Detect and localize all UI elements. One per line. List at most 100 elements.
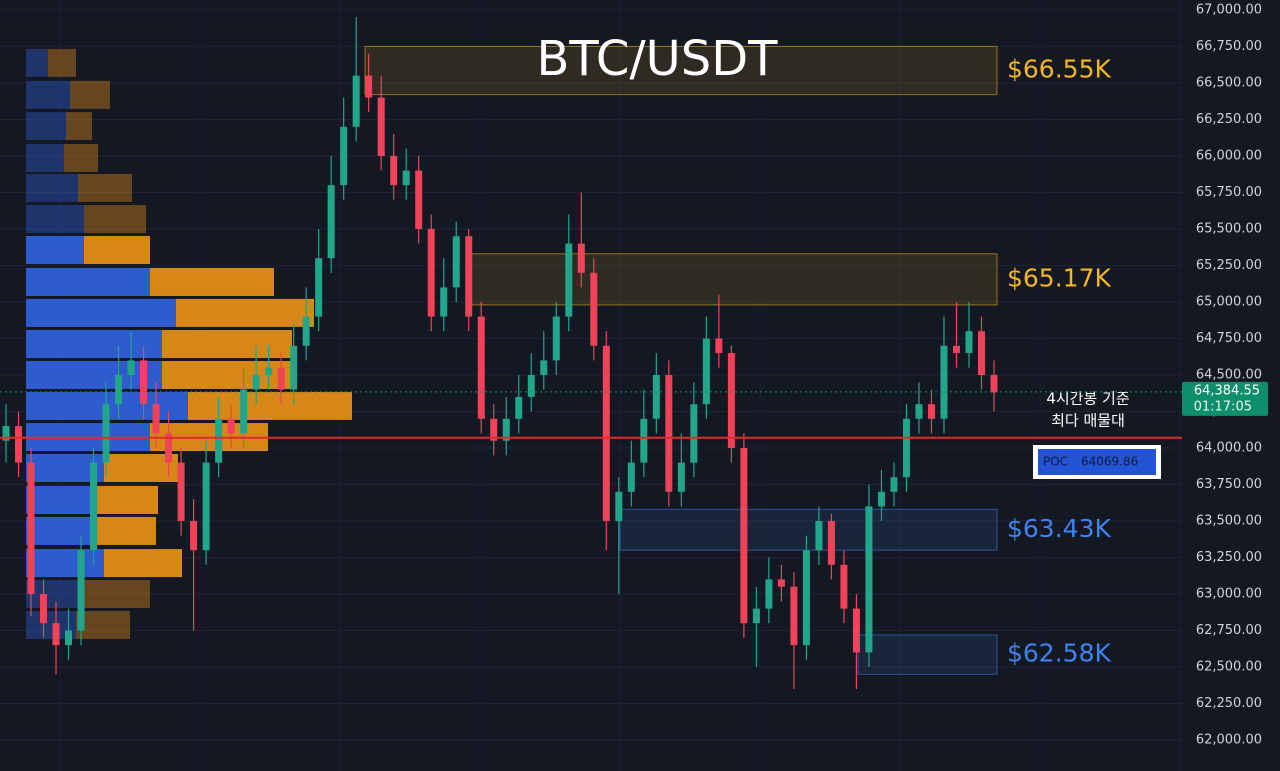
y-tick-label: 65,000.00 bbox=[1196, 294, 1262, 309]
candle-body bbox=[590, 272, 598, 346]
candle-body bbox=[702, 338, 710, 405]
y-tick-label: 66,250.00 bbox=[1196, 112, 1262, 127]
candle-body bbox=[127, 360, 135, 375]
candle-body bbox=[852, 608, 860, 653]
candle-body bbox=[402, 170, 410, 186]
candle-body bbox=[890, 477, 898, 492]
candle-body bbox=[90, 462, 98, 551]
candle-body bbox=[865, 506, 873, 653]
candle-body bbox=[790, 586, 798, 646]
candle-body bbox=[940, 345, 948, 419]
candle-body bbox=[177, 462, 185, 522]
candle-body bbox=[302, 316, 310, 346]
candle-body bbox=[715, 338, 723, 354]
candle-body bbox=[977, 331, 985, 375]
candle-body bbox=[290, 345, 298, 390]
candle-body bbox=[765, 579, 773, 609]
y-tick-label: 62,250.00 bbox=[1196, 696, 1262, 711]
profile-buy bbox=[26, 485, 90, 514]
profile-sell bbox=[150, 267, 274, 296]
candle-body bbox=[240, 389, 248, 434]
candle-body bbox=[277, 367, 285, 390]
candle-body bbox=[115, 374, 123, 405]
profile-buy bbox=[26, 267, 150, 296]
profile-sell bbox=[78, 173, 132, 202]
zone-label: $66.55K bbox=[1007, 55, 1111, 84]
candle-body bbox=[340, 126, 348, 186]
candle-body bbox=[352, 75, 360, 127]
candle-body bbox=[927, 404, 935, 419]
profile-sell bbox=[48, 48, 76, 77]
profile-buy bbox=[26, 549, 104, 578]
y-tick-label: 63,500.00 bbox=[1196, 514, 1262, 529]
candle-body bbox=[677, 462, 685, 492]
candle-body bbox=[265, 367, 273, 375]
candle-body bbox=[65, 630, 73, 646]
y-tick-label: 66,750.00 bbox=[1196, 39, 1262, 54]
candle-body bbox=[165, 433, 173, 463]
profile-sell bbox=[188, 391, 352, 420]
candle-body bbox=[102, 404, 110, 463]
zone-box bbox=[619, 508, 998, 551]
profile-buy bbox=[26, 205, 84, 234]
profile-buy bbox=[26, 360, 162, 389]
profile-sell bbox=[70, 80, 110, 109]
candle-body bbox=[215, 418, 223, 463]
candles bbox=[2, 17, 998, 689]
profile-sell bbox=[162, 360, 294, 389]
y-tick-label: 63,750.00 bbox=[1196, 477, 1262, 492]
candle-body bbox=[377, 97, 385, 156]
last-price-box bbox=[1182, 381, 1268, 416]
zone-box bbox=[857, 634, 998, 675]
y-tick-label: 65,250.00 bbox=[1196, 258, 1262, 273]
profile-buy bbox=[26, 516, 90, 545]
y-tick-label: 66,000.00 bbox=[1196, 148, 1262, 163]
candle-body bbox=[815, 521, 823, 551]
y-tick-label: 62,500.00 bbox=[1196, 660, 1262, 675]
y-tick-label: 66,500.00 bbox=[1196, 75, 1262, 90]
y-tick-label: 65,750.00 bbox=[1196, 185, 1262, 200]
poc-label: POC bbox=[1043, 455, 1068, 469]
y-tick-label: 62,000.00 bbox=[1196, 733, 1262, 748]
candle-body bbox=[315, 258, 323, 317]
profile-buy bbox=[26, 48, 48, 77]
zone-box bbox=[467, 253, 998, 306]
candle-body bbox=[465, 236, 473, 317]
candle-body bbox=[652, 374, 660, 419]
profile-buy bbox=[26, 173, 78, 202]
candle-body bbox=[727, 353, 735, 448]
profile-sell bbox=[66, 112, 92, 141]
candle-body bbox=[427, 228, 435, 317]
zones: $66.55K $65.17K $63.43K $62.58K bbox=[364, 45, 1111, 675]
candle-body bbox=[2, 426, 10, 441]
candle-body bbox=[602, 345, 610, 522]
candle-body bbox=[902, 418, 910, 478]
y-tick-label: 63,000.00 bbox=[1196, 587, 1262, 602]
candle-body bbox=[527, 374, 535, 397]
zone-label: $62.58K bbox=[1007, 639, 1111, 668]
candle-body bbox=[365, 75, 373, 98]
candle-body bbox=[415, 170, 423, 229]
candle-body bbox=[452, 236, 460, 288]
profile-sell bbox=[84, 205, 146, 234]
poc-note: 최다 매물대 bbox=[1051, 412, 1125, 430]
candle-body bbox=[390, 155, 398, 186]
profile-buy bbox=[26, 143, 64, 172]
profile-sell bbox=[90, 516, 156, 545]
candle-body bbox=[827, 521, 835, 565]
candle-body bbox=[627, 462, 635, 492]
profile-buy bbox=[26, 80, 70, 109]
volume-profile bbox=[26, 48, 352, 639]
candle-body bbox=[877, 491, 885, 507]
zone-label: $63.43K bbox=[1007, 514, 1111, 543]
poc-value: 64069.86 bbox=[1081, 455, 1138, 469]
candle-body bbox=[690, 404, 698, 463]
candle-body bbox=[752, 608, 760, 624]
candle-body bbox=[990, 374, 998, 393]
y-tick-label: 62,750.00 bbox=[1196, 623, 1262, 638]
y-tick-label: 64,750.00 bbox=[1196, 331, 1262, 346]
y-tick-label: 64,500.00 bbox=[1196, 367, 1262, 382]
candle-body bbox=[502, 418, 510, 441]
